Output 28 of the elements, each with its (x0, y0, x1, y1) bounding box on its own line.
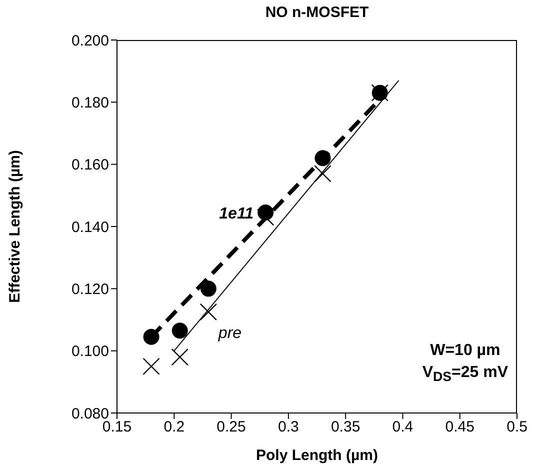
chart-title: NO n-MOSFET (264, 4, 370, 21)
x-tick-label: 0.45 (445, 418, 474, 436)
point (200, 280, 216, 297)
point (172, 322, 188, 339)
point (142, 358, 160, 375)
annotation: W=10 µm (429, 341, 502, 361)
point (256, 208, 274, 226)
x-tick-label: 0.2 (164, 418, 185, 436)
point (314, 165, 332, 182)
y-tick-label: 0.160 (71, 156, 109, 174)
series-label: pre (217, 324, 242, 342)
x-tick-label: 0.3 (278, 418, 299, 436)
series-label: 1e11 (219, 206, 254, 223)
x-tick-label: 0.4 (392, 418, 414, 436)
y-tick-label: 0.120 (71, 280, 109, 298)
y-tick-label: 0.140 (71, 218, 109, 236)
point (143, 328, 160, 345)
y-axis-title: Effective Length (µm) (6, 150, 24, 303)
y-tick-label: 0.100 (71, 343, 109, 360)
y-tick-label: 0.200 (71, 32, 109, 50)
annotation: V$_{DS}$=25 mV (422, 363, 508, 386)
x-tick-label: 0.5 (506, 418, 528, 436)
x-axis-title: Poly Length (µm) (256, 447, 378, 464)
x-tick-label: 0.25 (216, 418, 246, 436)
y-tick-label: 0.180 (71, 94, 109, 112)
point (200, 303, 218, 321)
x-tick-label: 0.35 (330, 418, 360, 436)
point (314, 150, 331, 166)
